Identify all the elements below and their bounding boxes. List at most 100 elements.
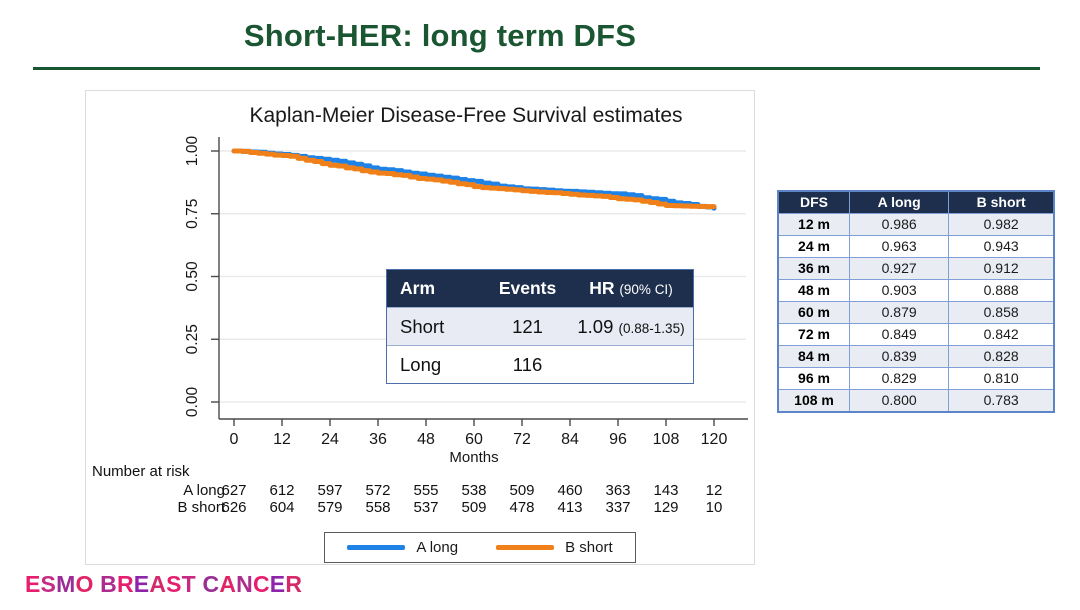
dfs-cell: 12 m bbox=[777, 213, 851, 236]
dfs-cell: 36 m bbox=[777, 257, 851, 280]
at-risk-value: 555 bbox=[413, 482, 439, 499]
at-risk-value: 572 bbox=[365, 482, 391, 499]
at-risk-value: 627 bbox=[221, 482, 247, 499]
dfs-table-body: 12 m 0.986 0.982 24 m 0.963 0.943 36 m 0.927 0.9… bbox=[777, 213, 1055, 413]
svg-text:0: 0 bbox=[230, 431, 239, 448]
esmo-breast-cancer-logo: ESMO BREAST CANCER bbox=[25, 571, 302, 598]
hr-inset-table: Arm Events HR (90% CI) Short 121 1.09 (0… bbox=[386, 269, 694, 384]
svg-text:36: 36 bbox=[369, 431, 387, 448]
at-risk-value: 413 bbox=[557, 499, 583, 516]
dfs-header-cell: A long bbox=[849, 190, 950, 214]
at-risk-label: A long bbox=[183, 482, 225, 499]
at-risk-value: 143 bbox=[653, 482, 679, 499]
at-risk-value: 10 bbox=[705, 499, 723, 516]
hr-col-events: Events bbox=[486, 270, 569, 308]
hr-ci-label: (90% CI) bbox=[619, 282, 673, 297]
logo-letter: A bbox=[219, 571, 237, 597]
svg-text:60: 60 bbox=[465, 431, 483, 448]
logo-letter: E bbox=[133, 571, 150, 597]
logo-letter: S bbox=[40, 571, 57, 597]
dfs-header-cell: B short bbox=[948, 190, 1055, 214]
svg-text:Months: Months bbox=[449, 449, 498, 466]
hr-row-short: Short 121 1.09 (0.88-1.35) bbox=[387, 307, 693, 346]
at-risk-value: 129 bbox=[653, 499, 679, 516]
logo-letter: B bbox=[100, 571, 117, 597]
dfs-cell: 0.858 bbox=[948, 301, 1055, 324]
hr-value: 1.09 bbox=[577, 315, 614, 337]
svg-text:12: 12 bbox=[273, 431, 291, 448]
dfs-row: 60 m 0.879 0.858 bbox=[777, 301, 1055, 324]
dfs-cell: 0.986 bbox=[849, 213, 950, 236]
at-risk-value: 579 bbox=[317, 499, 343, 516]
legend-line-swatch bbox=[496, 545, 555, 550]
dfs-table-header-row: DFS A long B short bbox=[777, 190, 1055, 214]
page-title: Short-HER: long term DFS bbox=[243, 18, 637, 53]
svg-text:120: 120 bbox=[701, 431, 728, 448]
svg-text:72: 72 bbox=[513, 431, 531, 448]
dfs-row: 48 m 0.903 0.888 bbox=[777, 279, 1055, 302]
dfs-cell: 60 m bbox=[777, 301, 851, 324]
dfs-cell: 0.943 bbox=[948, 235, 1055, 258]
logo-letter: S bbox=[166, 571, 182, 597]
dfs-cell: 0.828 bbox=[948, 345, 1055, 368]
hr-label: HR bbox=[589, 278, 615, 298]
chart-legend: A long B short bbox=[324, 532, 636, 563]
at-risk-value: 509 bbox=[509, 482, 535, 499]
at-risk-value: 558 bbox=[365, 499, 391, 516]
at-risk-value: 604 bbox=[269, 499, 295, 516]
at-risk-value: 12 bbox=[705, 482, 723, 499]
dfs-cell: 0.810 bbox=[948, 367, 1055, 390]
dfs-cell: 108 m bbox=[777, 389, 851, 413]
legend-entry: A long bbox=[347, 539, 458, 556]
svg-text:24: 24 bbox=[321, 431, 339, 448]
legend-entry: B short bbox=[496, 539, 613, 556]
logo-letter: C bbox=[252, 571, 270, 597]
logo-letter: A bbox=[149, 571, 167, 597]
at-risk-row: B short 626 604 579 558 537 509 478 413 337 129 10 bbox=[86, 499, 754, 516]
svg-text:48: 48 bbox=[417, 431, 435, 448]
km-chart-panel: 0.00 0.25 0.50 0.75 1.00 0 12 24 36 48 60 72 84 96 108… bbox=[85, 90, 755, 565]
dfs-row: 84 m 0.839 0.828 bbox=[777, 345, 1055, 368]
dfs-cell: 0.783 bbox=[948, 389, 1055, 413]
svg-text:0.25: 0.25 bbox=[184, 324, 201, 354]
dfs-header-cell: DFS bbox=[777, 190, 851, 214]
logo-letter: N bbox=[236, 571, 253, 597]
km-plot: 0.00 0.25 0.50 0.75 1.00 0 12 24 36 48 60 72 84 96 108… bbox=[184, 136, 748, 466]
dfs-cell: 0.912 bbox=[948, 257, 1055, 280]
hr-col-hr: HR (90% CI) bbox=[568, 270, 693, 308]
dfs-cell: 96 m bbox=[777, 367, 851, 390]
dfs-row: 24 m 0.963 0.943 bbox=[777, 235, 1055, 258]
at-risk-label: B short bbox=[177, 499, 225, 516]
hr-table: Arm Events HR (90% CI) Short 121 1.09 (0… bbox=[387, 270, 693, 383]
logo-letter: O bbox=[75, 571, 94, 597]
hr-short: 1.09 (0.88-1.35) bbox=[568, 307, 693, 346]
dfs-cell: 0.829 bbox=[849, 367, 950, 390]
hr-row-long: Long 116 bbox=[387, 345, 693, 383]
svg-text:96: 96 bbox=[609, 431, 627, 448]
dfs-cell: 0.927 bbox=[849, 257, 950, 280]
at-risk-value: 478 bbox=[509, 499, 535, 516]
at-risk-row: A long 627 612 597 572 555 538 509 460 363 143 12 bbox=[86, 482, 754, 499]
at-risk-value: 537 bbox=[413, 499, 439, 516]
at-risk-value: 626 bbox=[221, 499, 247, 516]
logo-letter bbox=[196, 571, 203, 597]
dfs-row: 96 m 0.829 0.810 bbox=[777, 367, 1055, 390]
dfs-row: 108 m 0.800 0.783 bbox=[777, 389, 1055, 413]
number-at-risk-title: Number at risk bbox=[92, 463, 190, 480]
svg-text:84: 84 bbox=[561, 431, 579, 448]
title-underline bbox=[33, 67, 1040, 70]
chart-title: Kaplan-Meier Disease-Free Survival estim… bbox=[249, 104, 683, 127]
svg-text:0.50: 0.50 bbox=[184, 261, 201, 292]
dfs-cell: 0.800 bbox=[849, 389, 950, 413]
svg-text:1.00: 1.00 bbox=[184, 136, 201, 167]
dfs-row: 12 m 0.986 0.982 bbox=[777, 213, 1055, 236]
logo-letter: M bbox=[56, 571, 76, 597]
hr-col-arm: Arm bbox=[387, 270, 487, 308]
at-risk-value: 363 bbox=[605, 482, 631, 499]
logo-letter: E bbox=[269, 571, 286, 597]
dfs-cell: 84 m bbox=[777, 345, 851, 368]
dfs-cell: 0.839 bbox=[849, 345, 950, 368]
dfs-cell: 48 m bbox=[777, 279, 851, 302]
dfs-cell: 0.849 bbox=[849, 323, 950, 346]
